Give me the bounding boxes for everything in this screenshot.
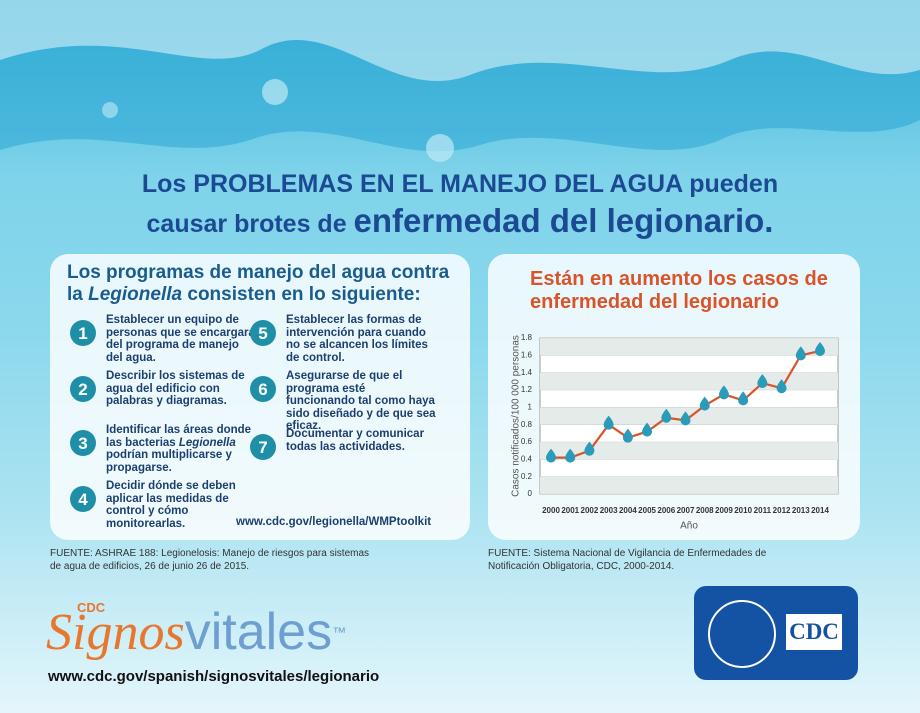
x-tick-label: 2008 (696, 506, 714, 515)
marker (776, 379, 787, 394)
marker (757, 374, 768, 389)
y-tick-label: 1.2 (521, 385, 533, 394)
marker (642, 422, 653, 437)
step-number: 3 (70, 430, 96, 456)
text-part: Establecer las formas de intervención pa… (286, 314, 428, 364)
y-tick-label: 1 (528, 402, 533, 411)
text-part: causar brotes de (146, 210, 354, 238)
y-tick-label: 1.8 (521, 333, 533, 342)
step-number: 2 (70, 376, 96, 402)
logo: CDC (694, 586, 858, 680)
x-tick-label: 2007 (677, 506, 695, 515)
x-tick-label: 2000 (542, 506, 560, 515)
title: Los PROBLEMAS EN EL MANEJO DEL AGUA pued… (0, 170, 920, 199)
step-text: Identificar las áreas donde las bacteria… (106, 424, 256, 474)
text-part: enfermedad del legionario. (353, 202, 774, 239)
x-tick-label: 2011 (754, 506, 772, 515)
water-surface (0, 0, 920, 162)
grid-band (540, 338, 838, 356)
marker (795, 346, 806, 361)
programs-heading: Los programas de manejo del agua contra (67, 262, 449, 284)
marker (565, 448, 576, 463)
text-part: Legionella (88, 284, 183, 305)
step-text: Establecer un equipo de personas que se … (106, 314, 256, 364)
text-part: Describir los sistemas de agua del edifi… (106, 370, 245, 407)
x-tick-label: 2005 (638, 506, 656, 515)
source: FUENTE: Sistema Nacional de Vigilancia d… (488, 548, 767, 572)
step-text: Decidir dónde se deben aplicar las medid… (106, 480, 256, 530)
text-part: consisten en lo siguiente: (182, 284, 421, 305)
text-part: pueden (682, 170, 779, 198)
toolkit-url: www.cdc.gov/legionella/WMPtoolkit (236, 516, 432, 528)
text-part: Legionella (178, 436, 236, 449)
step-number: 5 (250, 320, 276, 346)
x-tick-label: 2010 (734, 506, 752, 515)
step-number: 1 (70, 320, 96, 346)
x-tick-label: 2006 (657, 506, 675, 515)
x-axis-label: Año (680, 521, 698, 532)
text-part: Identificar las áreas donde las bacteria… (106, 424, 252, 449)
grid-band (540, 372, 838, 390)
x-tick-label: 2009 (715, 506, 733, 515)
step-number: 4 (70, 486, 96, 512)
y-tick-label: 0.4 (521, 454, 533, 463)
step-text: Describir los sistemas de agua del edifi… (106, 370, 256, 408)
text-part: Asegurarse de que el programa esté funci… (286, 370, 436, 432)
text-part: Decidir dónde se deben aplicar las medid… (106, 480, 236, 530)
y-tick-label: 1.4 (521, 368, 533, 377)
step-number: 6 (250, 376, 276, 402)
x-tick-label: 2004 (619, 506, 637, 515)
chart-title: Están en aumento los casos de enfermedad… (530, 268, 828, 313)
step-text: Documentar y comunicar todas las activid… (286, 428, 436, 453)
y-tick-label: 0.8 (521, 420, 533, 429)
marker (738, 391, 749, 406)
x-tick-label: 2013 (792, 506, 810, 515)
marker (815, 342, 825, 356)
step-text: Establecer las formas de intervención pa… (286, 314, 436, 364)
step-text: Asegurarse de que el programa esté funci… (286, 370, 436, 433)
text-part: Documentar y comunicar todas las activid… (286, 428, 425, 453)
x-tick-label: 2001 (561, 506, 579, 515)
text-part: podrían multiplicarse y propagarse. (106, 449, 232, 474)
grid-band (540, 442, 838, 460)
marker (718, 385, 729, 400)
brand-part: Signos (46, 604, 185, 661)
y-tick-label: 1.6 (521, 350, 533, 359)
cdc-small: CDC (77, 600, 106, 615)
y-axis-label: Casos notificados/100 000 personas (511, 335, 522, 497)
hhs-seal (708, 600, 776, 668)
step-number: 7 (250, 434, 276, 460)
programs-heading: la Legionella consisten en lo siguiente: (67, 284, 421, 306)
text-part: PROBLEMAS EN EL MANEJO DEL AGUA (193, 170, 683, 198)
footer-url: www.cdc.gov/spanish/signosvitales/legion… (48, 668, 380, 685)
marker (546, 448, 556, 463)
y-tick-label: 0.2 (521, 472, 533, 481)
text-part: la (67, 284, 89, 305)
title: causar brotes de enfermedad del legionar… (0, 202, 920, 240)
brand-part: vitales (184, 603, 333, 661)
trademark: ™ (332, 624, 347, 640)
cdc-logo: CDC (786, 614, 842, 650)
grid-band (540, 476, 838, 494)
source: FUENTE: ASHRAE 188: Legionelosis: Manejo… (50, 548, 370, 572)
x-tick-label: 2002 (581, 506, 599, 515)
marker (584, 441, 595, 456)
y-tick-label: 0 (528, 489, 533, 498)
text-part: Los programas de manejo del agua contra (67, 262, 450, 283)
x-tick-label: 2012 (773, 506, 791, 515)
text-part: Establecer un equipo de personas que se … (106, 314, 255, 364)
marker (603, 415, 614, 430)
x-tick-label: 2014 (811, 506, 829, 515)
brand: Signosvitales™ (46, 604, 346, 661)
marker (622, 428, 633, 443)
grid-band (540, 407, 838, 425)
y-tick-label: 0.6 (521, 437, 533, 446)
marker (661, 408, 672, 423)
x-tick-label: 2003 (600, 506, 618, 515)
text-part: Los (141, 170, 194, 198)
marker (680, 411, 691, 426)
marker (699, 396, 710, 411)
